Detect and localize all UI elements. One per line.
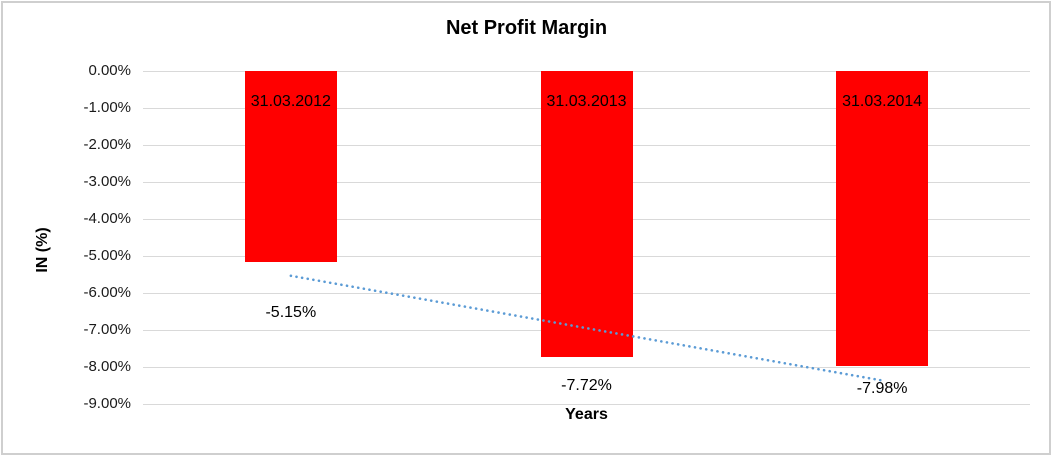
data-label: -5.15% xyxy=(265,304,317,322)
gridline xyxy=(143,366,1030,368)
x-axis-title: Years xyxy=(565,406,608,423)
y-tick-label: -7.00% xyxy=(83,321,131,338)
y-tick-label: 0.00% xyxy=(88,62,131,79)
chart-title: Net Profit Margin xyxy=(445,17,608,39)
trendline xyxy=(289,274,884,382)
data-label: -7.98% xyxy=(856,379,908,397)
y-tick-label: -5.00% xyxy=(83,247,131,264)
y-tick-label: -1.00% xyxy=(83,99,131,116)
category-label: 31.03.2014 xyxy=(842,92,923,110)
category-label: 31.03.2013 xyxy=(546,92,627,110)
y-tick-label: -9.00% xyxy=(83,395,131,412)
y-tick-label: -4.00% xyxy=(83,210,131,227)
y-tick-label: -3.00% xyxy=(83,173,131,190)
y-tick-label: -2.00% xyxy=(83,136,131,153)
bar-31.03.2013 xyxy=(540,71,633,357)
bar-31.03.2014 xyxy=(836,71,929,367)
category-label: 31.03.2012 xyxy=(250,92,331,110)
plot-area: 31.03.2012 -5.15% 31.03.2013 -7.72% 31.03.20… xyxy=(143,70,1030,405)
data-label: -7.72% xyxy=(561,377,612,395)
bar-31.03.2012 xyxy=(244,71,337,262)
y-tick-label: -8.00% xyxy=(83,358,131,375)
y-tick-label: -6.00% xyxy=(83,284,131,301)
gridline xyxy=(143,403,1030,405)
